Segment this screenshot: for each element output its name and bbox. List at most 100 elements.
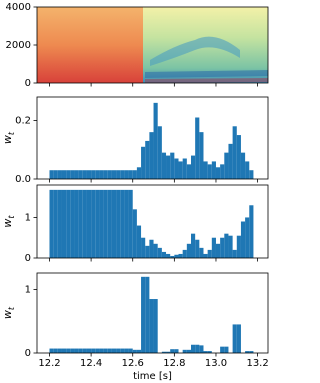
bar	[245, 161, 250, 179]
bar	[199, 132, 204, 179]
bar	[57, 189, 62, 258]
y-tick-label: 1	[25, 212, 31, 223]
bar	[116, 170, 121, 179]
y-tick-label: 0.2	[15, 115, 31, 126]
bar	[166, 155, 171, 179]
bar	[70, 170, 75, 179]
bar	[145, 245, 150, 258]
bar	[116, 348, 121, 353]
bar	[240, 221, 246, 258]
bar	[107, 189, 112, 258]
bar	[170, 152, 175, 179]
bar	[191, 155, 196, 179]
bar	[132, 349, 137, 353]
axes-frame	[36, 184, 269, 259]
bar	[86, 170, 92, 179]
bar	[82, 170, 87, 179]
bar	[191, 344, 196, 353]
bar	[66, 348, 71, 353]
bar	[211, 237, 216, 258]
x-tick-label: 12.4	[80, 358, 102, 369]
bar	[132, 170, 137, 179]
bar	[120, 189, 125, 258]
bar	[145, 276, 150, 353]
bar	[245, 351, 250, 353]
bar	[195, 344, 200, 353]
bar	[111, 170, 117, 179]
bar	[182, 349, 187, 353]
bar	[207, 249, 212, 258]
bar	[49, 170, 54, 179]
bar	[120, 170, 125, 179]
bar	[132, 209, 137, 258]
axes-frame	[36, 96, 269, 180]
bar	[236, 135, 241, 179]
bar	[153, 243, 158, 258]
bar	[86, 348, 92, 353]
bar	[240, 152, 246, 179]
bar	[99, 170, 104, 179]
bar	[124, 189, 129, 258]
bar	[91, 170, 96, 179]
bar	[161, 251, 167, 258]
bar	[53, 170, 58, 179]
bar	[141, 237, 146, 258]
bar	[78, 348, 83, 353]
y-tick-label: 0.0	[15, 174, 31, 185]
y-tick-label: 0	[25, 78, 31, 89]
y-label-main: w	[1, 135, 14, 144]
bar	[70, 189, 75, 258]
bar	[186, 349, 191, 353]
bar	[245, 217, 250, 258]
bar	[95, 348, 100, 353]
axes-frame	[36, 272, 269, 354]
bar	[124, 170, 129, 179]
bar	[91, 348, 96, 353]
bar	[157, 126, 162, 179]
bar	[82, 189, 87, 258]
bar	[236, 324, 241, 353]
bar	[195, 117, 200, 179]
bar	[174, 158, 179, 179]
bar	[174, 254, 179, 258]
bar	[203, 161, 208, 179]
bar	[136, 349, 142, 353]
bar	[149, 299, 154, 353]
bar	[182, 158, 187, 179]
bar	[236, 235, 241, 258]
bar	[74, 348, 79, 353]
bar	[228, 143, 233, 179]
bar	[53, 348, 58, 353]
bar	[57, 170, 62, 179]
bar	[49, 189, 54, 258]
bar	[161, 152, 167, 179]
bar	[215, 243, 221, 258]
x-axis-label: time [s]	[133, 371, 172, 382]
bar	[174, 349, 179, 353]
bar	[157, 247, 162, 258]
bar	[66, 189, 71, 258]
bar	[178, 161, 183, 179]
bar	[228, 235, 233, 258]
bar	[207, 351, 212, 353]
y-tick-label: 1	[25, 285, 31, 296]
y-axis-label: wt	[1, 215, 16, 228]
bar	[78, 170, 83, 179]
bar	[128, 348, 133, 353]
bar	[249, 170, 254, 179]
bar	[182, 249, 187, 258]
y-axis-label: wt	[1, 131, 16, 144]
bar	[49, 348, 54, 353]
x-tick-label: 13.2	[246, 358, 268, 369]
bar	[111, 189, 117, 258]
bar	[103, 348, 108, 353]
bar	[249, 351, 254, 353]
y-label-sub: t	[7, 306, 16, 310]
bar	[232, 249, 237, 258]
bar	[153, 299, 158, 353]
bar	[178, 253, 183, 258]
bar	[191, 233, 196, 258]
bar	[224, 346, 229, 353]
bar	[224, 233, 229, 258]
